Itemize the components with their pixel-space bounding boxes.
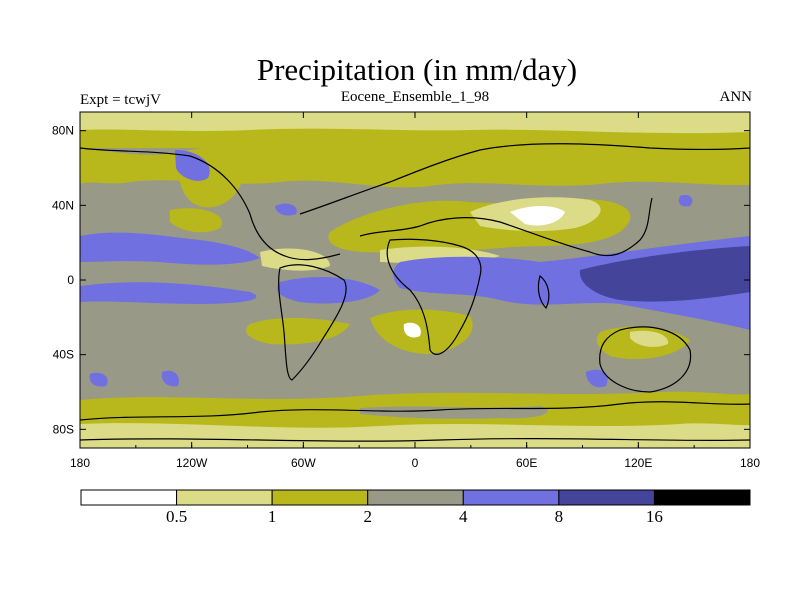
experiment-name: Eocene_Ensemble_1_98: [340, 89, 490, 105]
y-tick-label: 40S: [53, 348, 74, 362]
field-npac-east-wet: [678, 194, 693, 207]
colorbar-swatch: [271, 489, 369, 506]
field-gulf-wet: [275, 203, 297, 216]
y-tick-label: 0: [67, 273, 74, 287]
y-axis: 80N 40N 0 40S 80S: [52, 124, 750, 436]
coast-africa: [386, 238, 482, 355]
coast-north-america: [80, 147, 341, 261]
field-tasman-wet: [586, 369, 608, 388]
colorbar-label: 4: [459, 507, 468, 526]
coast-eurasia-south: [359, 197, 653, 257]
y-tick-label: 80N: [52, 124, 74, 138]
colorbar-label: 16: [646, 507, 663, 526]
x-tick-label: 180: [70, 456, 90, 470]
field-north-midlat: [80, 143, 750, 188]
colorbar: 0.5 1 2 4 8 16: [80, 489, 751, 526]
season-label: ANN: [719, 89, 753, 105]
experiment-id-label: Expt = tcwjV: [80, 92, 161, 108]
coast-antarctica-inner: [80, 437, 750, 442]
coast-eurasia-north: [299, 143, 750, 215]
x-tick-label: 60E: [516, 456, 537, 470]
x-tick-label: 180: [740, 456, 760, 470]
coast-antarctica: [80, 401, 750, 421]
colorbar-label: 2: [363, 507, 372, 526]
y-tick-label: 80S: [53, 422, 74, 436]
colorbar-swatch: [80, 489, 178, 506]
field-itcz-pacific: [80, 232, 260, 265]
x-axis: 180 120W 60W 0 60E 120E 180: [70, 112, 760, 470]
colorbar-label: 0.5: [166, 507, 187, 526]
field-carib-light: [260, 248, 330, 271]
field-warm-pool-wettest: [579, 246, 750, 302]
colorbar-swatch: [462, 489, 560, 506]
field-north-light: [80, 112, 750, 134]
field-npac-wet: [175, 150, 210, 181]
x-tick-label: 0: [412, 456, 419, 470]
x-tick-label: 120E: [624, 456, 652, 470]
field-asia-driest: [510, 206, 565, 226]
coast-australia: [599, 326, 692, 393]
colorbar-swatch: [367, 489, 464, 506]
precipitation-field: [80, 112, 750, 448]
colorbar-swatch: [653, 489, 751, 506]
field-south-grey-patch: [360, 406, 548, 419]
colorbar-swatch: [558, 489, 655, 506]
field-amazon-wet: [277, 276, 380, 304]
field-epac-dry: [170, 208, 222, 233]
colorbar-label: 1: [268, 507, 277, 526]
colorbar-label: 8: [555, 507, 564, 526]
field-safrica-dry: [370, 309, 473, 354]
field-australia-light: [630, 330, 669, 347]
chart-title: Precipitation (in mm/day): [256, 52, 578, 87]
coast-south-america: [278, 264, 347, 381]
field-sw-wet: [89, 372, 108, 387]
x-tick-label: 120W: [176, 456, 208, 470]
field-safrica-driest: [403, 322, 421, 338]
x-tick-label: 60W: [291, 456, 316, 470]
coast-india: [537, 274, 550, 310]
field-spcz-pacific: [80, 282, 257, 304]
y-tick-label: 40N: [52, 198, 74, 212]
coastlines: [80, 143, 750, 442]
colorbar-swatch: [176, 489, 273, 506]
field-sepac-wet: [161, 370, 179, 387]
field-south-light: [80, 423, 750, 448]
